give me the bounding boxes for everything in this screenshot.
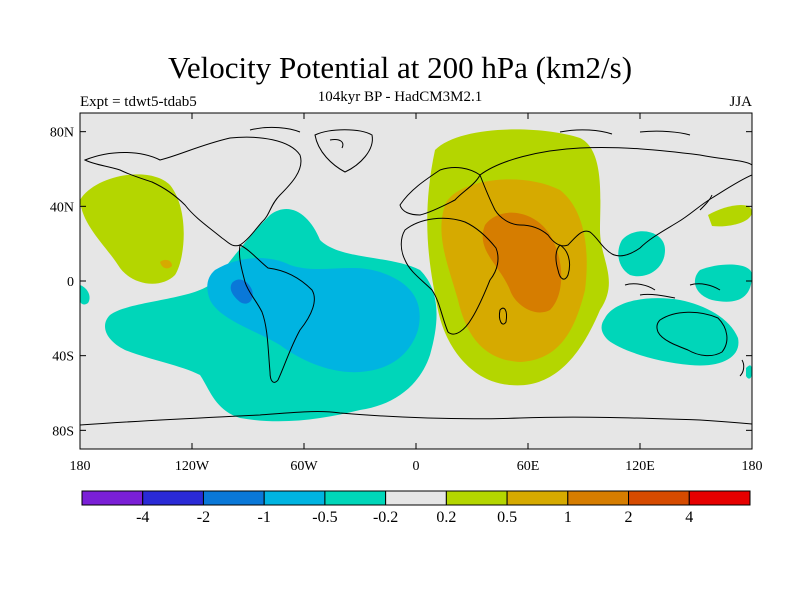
lon-label: 180 [742,459,763,474]
contour-positive-npacific [80,174,184,284]
colorbar-label: 1 [564,509,572,526]
colorbar-label: -0.2 [373,509,398,526]
colorbar-label: -2 [197,509,210,526]
colorbar-swatch [324,490,387,506]
colorbar-label: -1 [258,509,271,526]
coastlines [80,126,752,426]
colorbar-swatch [385,490,447,506]
colorbar-swatch [628,490,690,506]
contour-negative-wpac2 [694,264,752,302]
colorbar-swatch [445,490,508,506]
contour-negative-0.5 [207,258,420,373]
figure-subtitle: 104kyr BP - HadCM3M2.1 [317,89,483,105]
experiment-label: Expt = tdwt5-tdab5 [80,94,197,110]
colorbar-label: -4 [136,509,149,526]
contour-negative-1 [230,279,253,304]
colorbar-swatch [567,490,630,506]
longitude-axis: 180 120W 60W 0 60E 120E 180 [70,113,763,474]
figure-title: Velocity Potential at 200 hPa (km2/s) [167,50,633,85]
colorbar-swatch [81,490,144,506]
colorbar-label: 4 [685,509,693,526]
colorbar-label: 0.2 [436,509,456,526]
colorbar-swatch [506,490,569,506]
lat-label: 40S [52,350,74,365]
latitude-axis: 80N 40N 0 40S 80S [50,126,752,439]
contour-negative-eastpac-edge [80,285,90,305]
lon-label: 60W [290,459,318,474]
season-label: JJA [729,94,752,110]
lat-label: 80S [52,424,74,439]
lon-label: 60E [517,459,540,474]
colorbar-label: -0.5 [312,509,337,526]
contour-negative-seasia [618,231,665,277]
lat-label: 80N [50,126,74,141]
lon-label: 120E [625,459,655,474]
contour-positive-wpacific [708,204,752,227]
colorbar-swatch [263,490,326,506]
contour-positive-1-small [508,217,535,230]
colorbar-swatch [688,490,751,506]
colorbar-label: 0.5 [497,509,517,526]
contour-positive-1 [482,212,562,313]
contour-positive-npacific-core [160,259,172,269]
contour-negative-australia [601,298,739,366]
lon-label: 0 [413,459,420,474]
lon-label: 180 [70,459,91,474]
colorbar-swatch [202,490,265,506]
colorbar: -4 -2 -1 -0.5 -0.2 0.2 0.5 1 2 4 [81,490,751,526]
lon-label: 120W [175,459,210,474]
colorbar-swatch [142,490,204,506]
colorbar-label: 2 [625,509,633,526]
contour-negative-edge-right [746,365,752,379]
lat-label: 0 [67,275,74,290]
lat-label: 40N [50,200,74,215]
